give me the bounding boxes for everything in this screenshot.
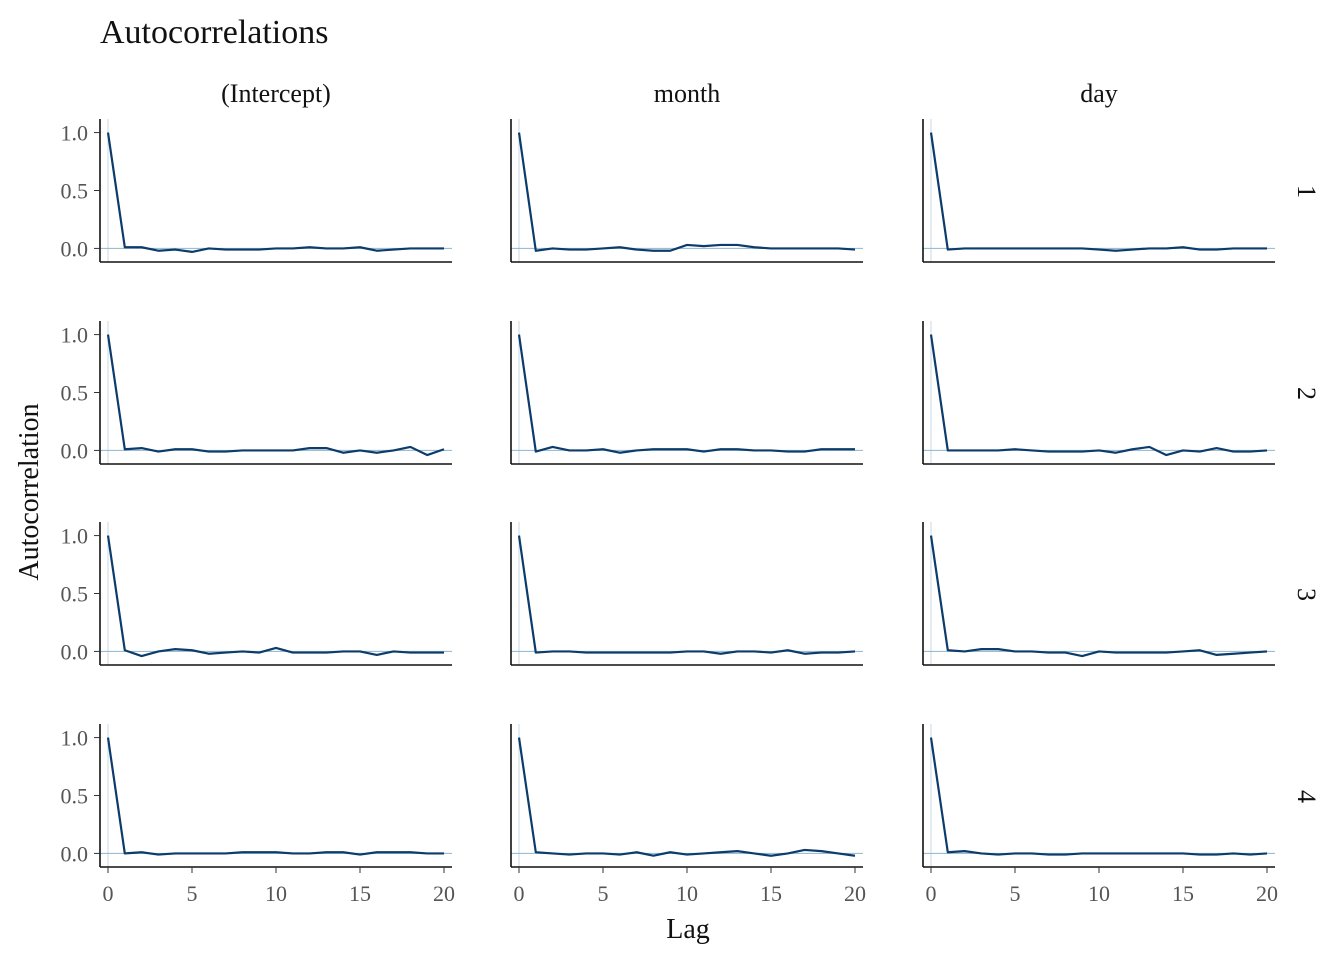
facet-panel xyxy=(922,119,1275,263)
acf-series-line xyxy=(106,737,444,856)
y-tick-label: 1.0 xyxy=(61,121,89,146)
y-tick-label: 0.0 xyxy=(61,438,89,463)
facet-column-label: day xyxy=(1080,79,1118,108)
facet-panel: 0 5 10 15 20 xyxy=(922,724,1278,906)
y-tick-label: 0.5 xyxy=(61,582,89,607)
facet-row-label: 3 xyxy=(1292,588,1321,601)
facet-panel xyxy=(922,321,1275,465)
x-tick-label: 15 xyxy=(760,881,782,906)
facet-column-label: (Intercept) xyxy=(221,79,331,108)
y-tick-label: 0.5 xyxy=(61,179,89,204)
facet-panel xyxy=(922,522,1275,666)
x-tick-label: 5 xyxy=(187,881,198,906)
x-tick-label: 0 xyxy=(926,881,937,906)
x-tick-label: 0 xyxy=(103,881,114,906)
acf-series-line xyxy=(106,334,445,457)
acf-series-line xyxy=(517,737,856,857)
acf-series-line xyxy=(929,132,1267,252)
facet-panel: 0.0 0.5 1.0 xyxy=(61,119,452,263)
facet-panel: 0.0 0.5 1.0 0 5 10 15 20 xyxy=(61,724,455,906)
y-tick-label: 1.0 xyxy=(61,524,89,549)
acf-series-line xyxy=(929,737,1268,856)
y-tick-label: 1.0 xyxy=(61,323,89,348)
acf-series-line xyxy=(517,334,855,454)
facet-column-label: month xyxy=(654,79,720,108)
x-tick-label: 20 xyxy=(1256,881,1278,906)
x-tick-label: 10 xyxy=(1088,881,1110,906)
acf-series-line xyxy=(517,132,856,252)
acf-series-line xyxy=(929,535,1268,658)
x-tick-label: 10 xyxy=(676,881,698,906)
facet-panel: 0.0 0.5 1.0 xyxy=(61,522,452,666)
x-tick-label: 5 xyxy=(598,881,609,906)
x-tick-label: 0 xyxy=(514,881,525,906)
x-tick-label: 20 xyxy=(433,881,455,906)
x-axis-title: Lag xyxy=(666,914,710,945)
y-tick-label: 0.0 xyxy=(61,236,89,261)
facet-panel xyxy=(510,119,863,263)
y-axis-title: Autocorrelation xyxy=(14,403,45,580)
acf-series-line xyxy=(106,535,444,658)
x-tick-label: 5 xyxy=(1010,881,1021,906)
acf-series-line xyxy=(106,132,444,253)
y-tick-label: 1.0 xyxy=(61,726,89,751)
acf-series-line xyxy=(517,535,856,655)
y-tick-label: 0.5 xyxy=(61,381,89,406)
facet-panel: 0 5 10 15 20 xyxy=(510,724,866,906)
acf-series-line xyxy=(929,334,1268,457)
x-tick-label: 15 xyxy=(349,881,371,906)
facet-panels: (Intercept) month day 1 2 3 4 0.0 0.5 1.0 0.0 0.5 1.… xyxy=(61,79,1322,906)
facet-row-label: 1 xyxy=(1292,185,1321,198)
x-tick-label: 10 xyxy=(265,881,287,906)
facet-panel: 0.0 0.5 1.0 xyxy=(61,321,452,465)
y-tick-label: 0.0 xyxy=(61,639,89,664)
y-tick-label: 0.0 xyxy=(61,841,89,866)
facet-row-label: 2 xyxy=(1292,387,1321,400)
chart-title: Autocorrelations xyxy=(100,14,329,51)
facet-panel xyxy=(510,321,863,465)
x-tick-label: 20 xyxy=(844,881,866,906)
x-tick-label: 15 xyxy=(1172,881,1194,906)
facet-panel xyxy=(510,522,863,666)
y-tick-label: 0.5 xyxy=(61,784,89,809)
facet-row-label: 4 xyxy=(1292,790,1321,803)
